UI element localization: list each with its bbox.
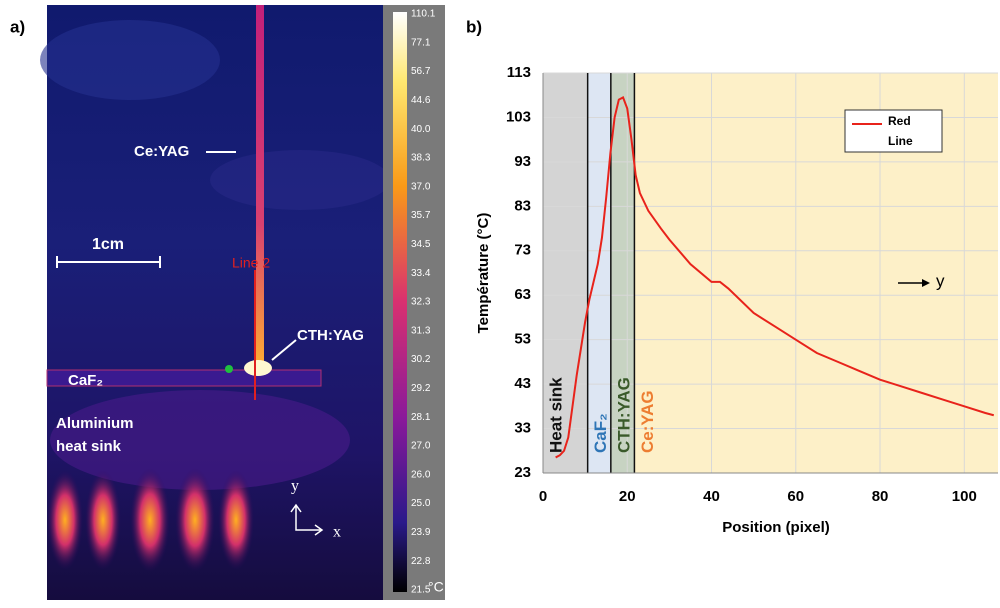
annotation-arrow: [922, 279, 930, 287]
colorbar-label: 27.0: [411, 441, 431, 452]
label: Ce:YAG: [134, 143, 189, 160]
colorbar: [393, 12, 407, 592]
region: [610, 73, 635, 473]
label: Aluminium: [56, 415, 134, 432]
x-tick-label: 40: [703, 488, 720, 505]
region-label: Ce:YAG: [638, 390, 657, 453]
fins: [47, 468, 254, 572]
y-tick-label: 23: [514, 464, 531, 481]
fin: [175, 468, 215, 572]
fin: [47, 470, 83, 570]
y-tick-label: 33: [514, 420, 531, 437]
colorbar-label: 40.0: [411, 124, 431, 135]
colorbar-label: 30.2: [411, 354, 431, 365]
panel-label: a): [10, 17, 25, 36]
x-tick-label: 100: [952, 488, 977, 505]
colorbar-label: 21.5: [411, 585, 431, 596]
colorbar-label: 33.4: [411, 268, 431, 279]
fin: [130, 468, 170, 572]
region: [543, 73, 588, 473]
colorbar-label: 110.1: [411, 9, 436, 20]
x-tick-label: 80: [872, 488, 889, 505]
colorbar-label: 37.0: [411, 181, 431, 192]
colorbar-label: 35.7: [411, 210, 431, 221]
legend-label: Red Line: [888, 114, 913, 148]
colorbar-label: 56.7: [411, 66, 431, 77]
region-label: CTH:YAG: [614, 377, 633, 453]
colorbar-label: 38.3: [411, 153, 431, 164]
label: CaF₂: [68, 372, 103, 389]
label: heat sink: [56, 438, 122, 455]
marker: [225, 365, 233, 373]
rod: [256, 5, 264, 370]
x-tick-label: 0: [539, 488, 547, 505]
colorbar-label: 29.2: [411, 383, 431, 394]
y-tick-label: 113: [507, 64, 531, 81]
colorbar-label: 28.1: [411, 412, 431, 423]
label: 1cm: [92, 236, 124, 253]
axes-arrows: [290, 503, 324, 536]
y-tick-label: 103: [506, 108, 531, 125]
thermal-blob: [40, 20, 220, 100]
y-tick-label: 73: [514, 242, 531, 259]
colorbar-label: 31.3: [411, 325, 431, 336]
colorbar-label: 44.6: [411, 95, 431, 106]
y-tick-label: 63: [514, 286, 531, 303]
label: y: [291, 478, 299, 495]
colorbar-label: 22.8: [411, 556, 431, 567]
region-label: CaF₂: [591, 413, 610, 453]
label: Line 2: [232, 255, 270, 271]
y-tick-label: 53: [514, 331, 531, 348]
y-tick-label: 93: [514, 153, 531, 170]
arrow: [271, 339, 297, 361]
region: [587, 73, 611, 473]
x-tick-label: 60: [787, 488, 804, 505]
fin: [85, 470, 121, 570]
region-label: Heat sink: [546, 377, 565, 453]
colorbar-label: 23.9: [411, 527, 431, 538]
x-axis-title: Position (pixel): [722, 519, 830, 536]
colorbar-label: 25.0: [411, 498, 431, 509]
x-tick-label: 20: [619, 488, 636, 505]
colorbar-label: 26.0: [411, 469, 431, 480]
colorbar-unit: °C: [428, 579, 444, 595]
y-tick-label: 43: [514, 375, 531, 392]
annotation: y: [936, 271, 945, 290]
line: [555, 96, 995, 459]
y-tick-label: 83: [514, 197, 531, 214]
colorbar-label: 32.3: [411, 297, 431, 308]
thermal-blob: [50, 390, 350, 490]
label: x: [333, 524, 341, 541]
colorbar-label: 77.1: [411, 37, 431, 48]
thermal-blob: [210, 150, 390, 210]
fin: [218, 470, 254, 570]
y-axis-title: Température (°C): [475, 213, 492, 334]
label: CTH:YAG: [297, 327, 364, 344]
legend: [844, 109, 943, 153]
colorbar-label: 34.5: [411, 239, 431, 250]
panel-label: b): [466, 17, 482, 36]
hot-spot: [244, 360, 272, 376]
